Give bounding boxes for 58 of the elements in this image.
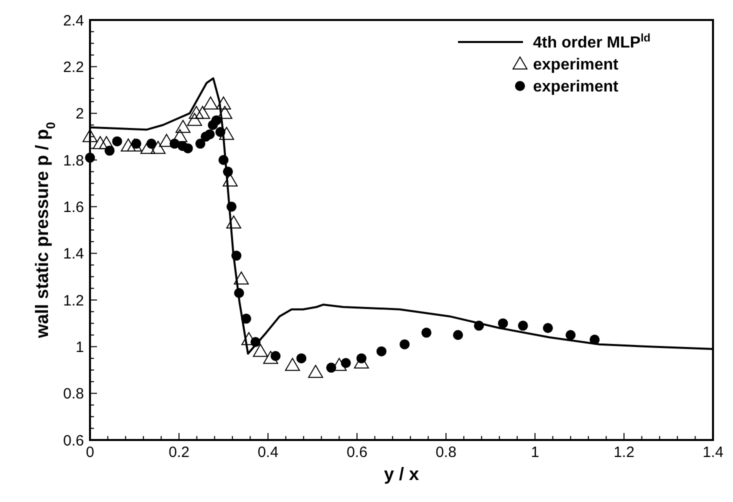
y-tick-label: 1 [76, 338, 84, 356]
x-axis-title: y / x [384, 464, 420, 484]
point [222, 174, 238, 186]
x-tick-label: 1 [530, 444, 540, 461]
point [92, 136, 108, 150]
y-tick-label: 1.6 [63, 198, 84, 216]
point [176, 120, 191, 133]
y-tick-label: 2 [76, 106, 84, 123]
point [284, 358, 300, 371]
legend-label: experiment [533, 56, 620, 74]
y-tick-label: 1.8 [63, 152, 84, 170]
point [252, 344, 268, 357]
x-tick-label: 0 [86, 444, 94, 461]
legend-label: experiment [533, 78, 620, 96]
point [98, 136, 114, 150]
point [182, 143, 193, 154]
point [542, 323, 553, 333]
point [195, 106, 210, 119]
y-tick-label: 0.8 [63, 386, 84, 403]
point [518, 320, 528, 331]
point [296, 353, 306, 364]
y-tick-label: 1.2 [63, 292, 84, 310]
x-tick-label: 0.8 [436, 444, 456, 461]
y-tick-label: 0.6 [63, 432, 84, 450]
x-tick-label: 0.4 [258, 444, 278, 461]
point [234, 272, 249, 284]
legend-label: 4th order MLP$^{ld}$ [533, 32, 651, 52]
point [217, 106, 232, 119]
point [453, 330, 464, 340]
point [172, 129, 188, 142]
point [82, 129, 98, 142]
point [400, 339, 410, 350]
point [421, 328, 432, 338]
point [140, 140, 156, 154]
point [187, 112, 202, 126]
point [204, 129, 215, 140]
point [112, 136, 122, 146]
y-tick-label: 1.4 [63, 246, 84, 263]
y-tick-label: 2.2 [63, 58, 84, 76]
point [195, 138, 206, 149]
point [498, 318, 508, 328]
point [376, 346, 386, 356]
x-tick-label: 0.2 [168, 444, 190, 461]
point [566, 330, 576, 340]
point [226, 216, 242, 228]
point [120, 138, 136, 152]
point [263, 350, 278, 364]
x-tick-label: 0.6 [346, 444, 368, 461]
point [308, 364, 324, 378]
x-tick-label: 1.4 [702, 444, 724, 461]
point [150, 140, 166, 154]
point [216, 96, 231, 110]
point [219, 126, 234, 140]
point [188, 106, 204, 119]
y-tick-label: 2.4 [63, 12, 84, 30]
point [203, 96, 218, 110]
x-tick-label: 1.2 [614, 444, 634, 461]
point [127, 138, 142, 152]
